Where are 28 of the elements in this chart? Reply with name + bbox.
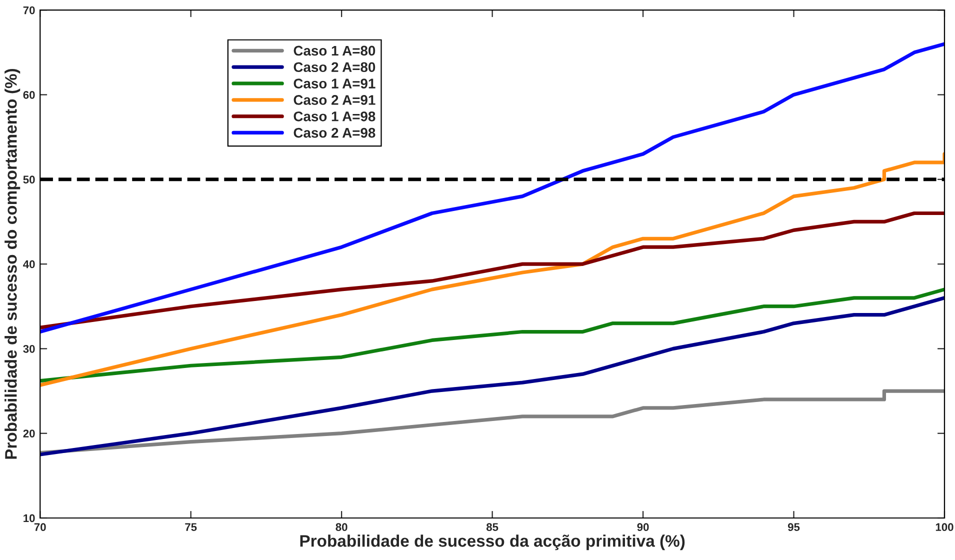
line-series <box>40 42 944 334</box>
y-tick-label: 40 <box>23 260 35 268</box>
x-tick-label: 80 <box>336 523 348 532</box>
x-tick-label: 85 <box>486 523 498 532</box>
legend-label: Caso 1 A=98 <box>294 111 376 122</box>
y-tick-label: 60 <box>23 91 35 99</box>
line-series <box>40 288 944 383</box>
line-series <box>40 152 944 387</box>
x-tick-label: 75 <box>185 523 197 532</box>
x-tick-label: 95 <box>788 523 800 532</box>
x-tick-label: 100 <box>936 523 954 532</box>
y-tick-label: 50 <box>23 176 35 184</box>
line-series <box>40 389 944 455</box>
y-axis-title: Probabilidade de sucesso do comportamento (%) <box>4 68 20 459</box>
y-tick-label: 70 <box>23 6 35 14</box>
line-series <box>40 296 944 456</box>
x-tick-label: 70 <box>34 523 46 532</box>
legend-label: Caso 2 A=91 <box>294 95 376 105</box>
x-tick-label: 90 <box>637 523 649 532</box>
y-tick-label: 20 <box>23 430 35 438</box>
legend-label: Caso 2 A=98 <box>294 128 376 138</box>
line-series <box>40 211 944 330</box>
legend-label: Caso 2 A=80 <box>294 62 376 72</box>
legend-label: Caso 1 A=91 <box>294 78 376 88</box>
y-tick-label: 10 <box>24 514 35 522</box>
legend-label: Caso 1 A=80 <box>294 46 376 56</box>
x-axis-title: Probabilidade de sucesso da acção primitiva (%) <box>300 534 685 550</box>
y-tick-label: 30 <box>23 344 35 353</box>
